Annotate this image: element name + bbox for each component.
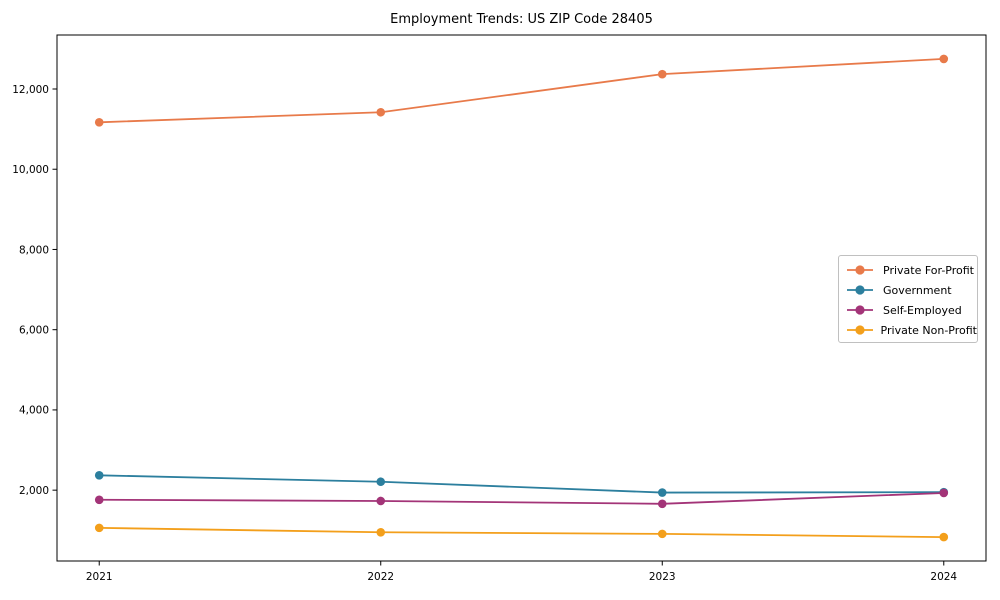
series-line [99, 492, 944, 505]
data-point-marker [94, 495, 104, 505]
legend-dot [855, 265, 865, 275]
data-point-marker [94, 523, 104, 533]
legend-label: Government [883, 283, 952, 297]
y-tick-label: 4,000 [19, 405, 49, 417]
x-tick-label: 2021 [86, 571, 113, 583]
y-tick-label: 6,000 [19, 324, 49, 336]
legend-dot [855, 285, 865, 295]
legend-marker-icon [847, 285, 873, 295]
data-point-marker [657, 499, 667, 509]
legend-marker-icon [847, 265, 873, 275]
legend-label: Private Non-Profit [880, 323, 977, 337]
chart-legend: Private For-Profit Government Self-Employe… [838, 255, 978, 343]
x-tick-label: 2023 [649, 571, 676, 583]
plot-border [56, 34, 987, 562]
data-point-marker [657, 488, 667, 497]
x-tick-label: 2022 [367, 571, 394, 583]
y-tick-label: 12,000 [12, 84, 49, 96]
chart-title: Employment Trends: US ZIP Code 28405 [390, 12, 653, 27]
series-line [99, 474, 944, 494]
legend-item: Government [845, 280, 977, 300]
legend-dot [855, 325, 865, 335]
y-tick-label: 2,000 [19, 485, 49, 497]
data-point-marker [94, 471, 104, 480]
data-point-marker [939, 54, 949, 64]
series-line [99, 58, 944, 124]
data-point-marker [939, 532, 949, 542]
data-point-marker [94, 117, 104, 127]
data-point-marker [657, 69, 667, 79]
legend-marker-icon [847, 325, 873, 335]
series-line [99, 526, 944, 538]
x-tick-label: 2024 [930, 571, 957, 583]
data-point-marker [657, 529, 667, 539]
legend-marker-icon [847, 305, 873, 315]
data-point-marker [376, 477, 386, 487]
data-point-marker [939, 488, 949, 498]
legend-label: Private For-Profit [883, 263, 974, 277]
legend-dot [855, 305, 865, 315]
y-tick-label: 10,000 [12, 164, 49, 176]
data-point-marker [376, 527, 386, 537]
legend-item: Private Non-Profit [845, 320, 977, 340]
legend-label: Self-Employed [883, 303, 962, 317]
y-tick-label: 8,000 [19, 244, 49, 256]
data-point-marker [376, 496, 386, 506]
legend-item: Self-Employed [845, 300, 977, 320]
data-point-marker [376, 107, 386, 117]
legend-item: Private For-Profit [845, 260, 977, 280]
